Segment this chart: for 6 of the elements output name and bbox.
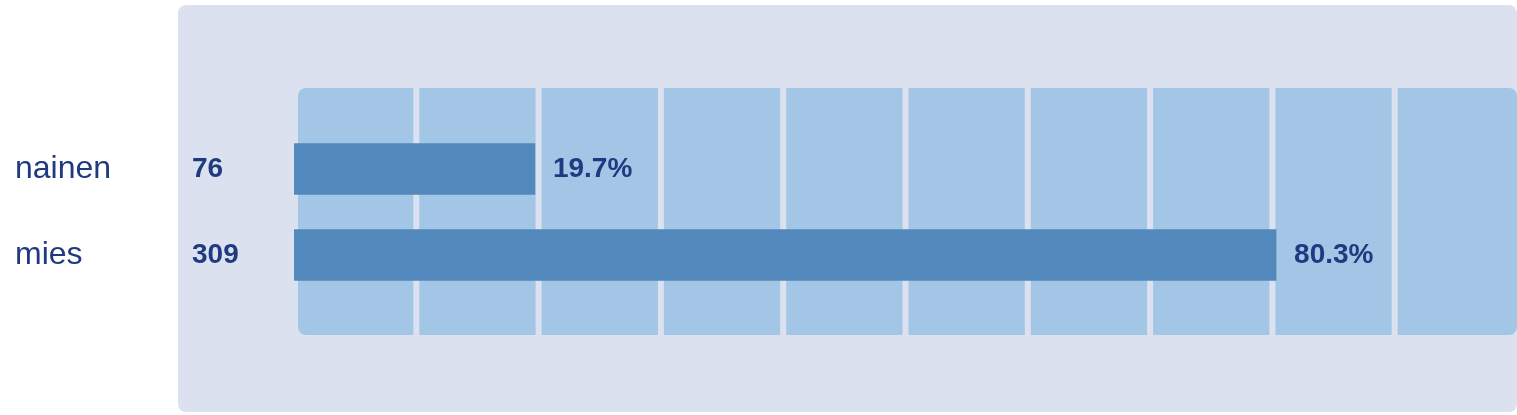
data-label: 19.7% xyxy=(552,151,633,183)
data-label: 80.3% xyxy=(1294,237,1374,269)
y-tick-label: nainen xyxy=(15,148,112,185)
text: 76 xyxy=(192,151,224,183)
text: 309 xyxy=(192,237,239,269)
y-tick-label: mies xyxy=(15,234,83,271)
